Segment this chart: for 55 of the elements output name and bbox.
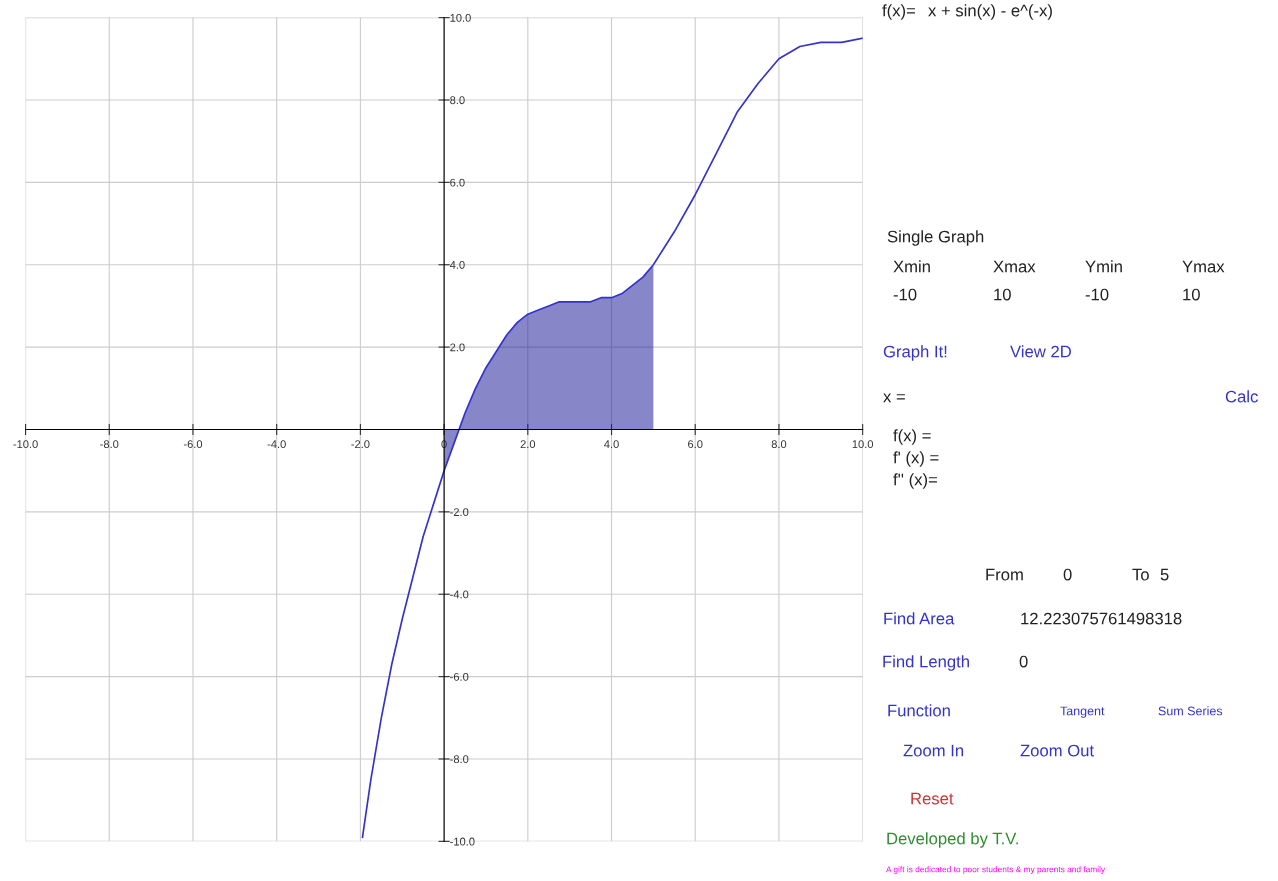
text: 5 xyxy=(1160,568,1169,581)
text: 0 xyxy=(1063,568,1072,581)
text: Tangent xyxy=(1060,706,1105,718)
y-tick-label: -4.0 xyxy=(450,590,469,599)
text: f'' (x)= xyxy=(893,473,937,489)
text: Ymin xyxy=(1085,260,1122,273)
text: Single Graph xyxy=(887,230,984,246)
y-tick-label: 2.0 xyxy=(450,343,465,352)
y-tick-label: -8.0 xyxy=(450,755,469,764)
text: Function xyxy=(888,704,950,717)
x-tick-label: -6.0 xyxy=(183,440,203,449)
x-tick-label: 2.0 xyxy=(520,440,536,449)
y-tick-label: 10.0 xyxy=(450,13,471,22)
x-tick-label: -10.0 xyxy=(13,440,38,449)
text: Find Length xyxy=(883,655,969,671)
x-tick-label: -2.0 xyxy=(351,440,370,449)
text: 10 xyxy=(1183,288,1200,301)
x-tick-label: 8.0 xyxy=(771,440,787,449)
x-tick-label: 4.0 xyxy=(604,440,619,449)
text: Xmin xyxy=(893,260,930,273)
text: Reset xyxy=(911,792,954,805)
text: Calc xyxy=(1225,390,1258,403)
text: -10 xyxy=(1085,288,1109,301)
text: x + sin(x) - e^(-x) xyxy=(928,4,1052,20)
text: Developed by T.V. xyxy=(887,832,1018,848)
text: View 2D xyxy=(1010,345,1071,358)
text: f(x) = xyxy=(893,429,931,445)
x-tick-label: 10.0 xyxy=(852,440,874,449)
text: To xyxy=(1132,568,1149,581)
x-tick-label: -4.0 xyxy=(267,440,286,449)
y-tick-label: -6.0 xyxy=(450,672,469,681)
text: 0 xyxy=(1019,655,1028,668)
text: Ymax xyxy=(1182,260,1225,273)
x-tick-label: 6.0 xyxy=(688,440,703,449)
text: A gift is dedicated to poor students & my parents and family xyxy=(886,866,1106,874)
text: Zoom In xyxy=(903,744,964,757)
text: x = xyxy=(883,393,905,403)
text: Zoom Out xyxy=(1020,744,1094,757)
text: f' (x) = xyxy=(893,451,939,467)
text: Xmax xyxy=(993,260,1036,273)
text: 12.223075761498318 xyxy=(1021,612,1182,625)
x-tick-label: 0 xyxy=(441,440,447,449)
text: 10 xyxy=(994,288,1011,301)
y-tick-label: 4.0 xyxy=(449,261,465,269)
text: Sum Series xyxy=(1158,706,1223,716)
text: Find Area xyxy=(884,612,955,625)
y-tick-label: -10.0 xyxy=(450,837,475,846)
x-tick-label: -8.0 xyxy=(100,440,119,449)
text: Graph It! xyxy=(883,345,947,361)
text: From xyxy=(986,568,1023,581)
text: f(x)= xyxy=(882,4,915,20)
text: -10 xyxy=(893,288,917,301)
y-tick-label: 6.0 xyxy=(450,178,465,187)
y-tick-label: 8.0 xyxy=(450,96,465,105)
y-tick-label: -2.0 xyxy=(450,508,469,516)
